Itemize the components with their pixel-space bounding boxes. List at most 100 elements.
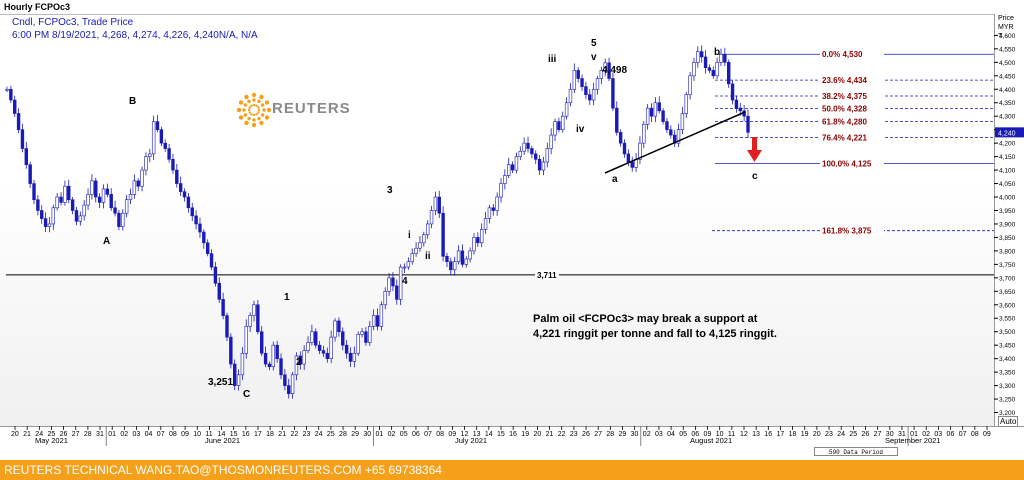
candle-body bbox=[699, 51, 704, 58]
legend-ohlc: 6:00 PM 8/19/2021, 4,268, 4,274, 4,226, … bbox=[12, 30, 258, 41]
x-tick-label: 04 bbox=[145, 431, 153, 438]
candle-body bbox=[730, 83, 735, 101]
x-tick-label: 14 bbox=[218, 431, 226, 438]
candle-body bbox=[194, 215, 198, 225]
candle-body bbox=[514, 156, 519, 171]
x-tick-label: 02 bbox=[120, 431, 128, 438]
candle-body bbox=[271, 344, 275, 368]
candle-body bbox=[406, 261, 411, 268]
candle-body bbox=[148, 153, 152, 157]
x-tick-label: 20 bbox=[533, 431, 541, 438]
candle-body bbox=[321, 350, 326, 354]
candle-body bbox=[341, 331, 345, 346]
x-tick-label: 03 bbox=[133, 431, 141, 438]
fib-level-label-bg bbox=[820, 158, 884, 169]
logo-dot bbox=[243, 113, 248, 117]
wave-label: B bbox=[129, 96, 136, 107]
candle-body bbox=[696, 51, 700, 63]
candle-body bbox=[47, 223, 52, 227]
x-tick-label: 18 bbox=[789, 431, 797, 438]
support-line-label-bg bbox=[535, 269, 559, 280]
x-tick-label: 16 bbox=[509, 431, 517, 438]
fib-level-label: 76.4% 4,221 bbox=[822, 133, 867, 142]
candle-body bbox=[522, 142, 526, 152]
candle-body bbox=[159, 129, 164, 144]
x-tick-label: 30 bbox=[886, 431, 894, 438]
candle-body bbox=[263, 352, 268, 365]
logo-dot bbox=[259, 94, 264, 100]
logo-dot bbox=[266, 107, 272, 113]
x-tick-label: 21 bbox=[23, 431, 31, 438]
logo-dot bbox=[242, 108, 246, 112]
data-period-label[interactable]: 590 Data Period bbox=[814, 447, 898, 456]
x-tick-label: 31 bbox=[898, 431, 906, 438]
candle-body bbox=[626, 153, 631, 163]
price-label-high: 4,498 bbox=[602, 65, 627, 76]
x-tick-label: 09 bbox=[448, 431, 456, 438]
x-tick-label: 02 bbox=[922, 431, 930, 438]
candle-body bbox=[344, 344, 349, 354]
candle-body bbox=[727, 62, 731, 85]
candle-body bbox=[422, 234, 426, 244]
candle-body bbox=[645, 107, 650, 125]
x-tick-label: 03 bbox=[655, 431, 663, 438]
fib-level-label: 50.0% 4,328 bbox=[822, 105, 867, 114]
candle-body bbox=[167, 148, 171, 160]
y-tick-label: 3,350 bbox=[999, 370, 1016, 377]
x-tick-label: 07 bbox=[959, 431, 967, 438]
x-tick-label: 23 bbox=[570, 431, 578, 438]
y-tick-label: 4,600 bbox=[999, 33, 1016, 40]
axis-title-price: Price bbox=[998, 15, 1014, 22]
candle-body bbox=[707, 67, 712, 71]
y-tick-label: 3,200 bbox=[999, 410, 1016, 417]
x-tick-label: 22 bbox=[290, 431, 298, 438]
candle-body bbox=[576, 70, 580, 79]
candle-body bbox=[128, 194, 133, 201]
candle-body bbox=[32, 183, 36, 201]
y-tick-label: 3,800 bbox=[999, 248, 1016, 255]
candle-body bbox=[395, 285, 399, 300]
candle-body bbox=[545, 148, 550, 163]
candle-body bbox=[306, 342, 310, 351]
logo-dot bbox=[264, 100, 270, 105]
candle-body bbox=[229, 336, 233, 365]
candle-body bbox=[495, 196, 499, 211]
current-price-label: 4,240 bbox=[998, 130, 1016, 137]
candle-body bbox=[507, 164, 511, 176]
month-label: August 2021 bbox=[690, 436, 732, 445]
candle-body bbox=[40, 210, 44, 219]
candle-body bbox=[618, 132, 623, 144]
candle-body bbox=[171, 159, 175, 171]
candle-body bbox=[182, 191, 187, 198]
x-tick-label: 25 bbox=[47, 431, 55, 438]
auto-scale-button[interactable]: Auto bbox=[998, 416, 1019, 427]
fib-level-label: 0.0% 4,530 bbox=[822, 50, 863, 59]
candle-body bbox=[661, 110, 665, 122]
candle-body bbox=[74, 210, 79, 222]
candle-body bbox=[205, 242, 210, 254]
candle-body bbox=[607, 62, 611, 79]
x-tick-label: 17 bbox=[254, 431, 262, 438]
x-tick-label: 05 bbox=[679, 431, 687, 438]
x-tick-label: 12 bbox=[740, 431, 748, 438]
candle-body bbox=[151, 121, 156, 155]
chart-legend: Cndl, FCPOc3, Trade Price 6:00 PM 8/19/2… bbox=[12, 16, 258, 42]
candle-body bbox=[337, 320, 341, 333]
reuters-logo-icon bbox=[236, 92, 272, 128]
logo-dot bbox=[260, 103, 265, 107]
x-tick-label: 04 bbox=[667, 431, 675, 438]
annotation-line-2: 4,221 ringgit per tonne and fall to 4,12… bbox=[533, 328, 777, 340]
candle-body bbox=[267, 363, 272, 368]
price-axis[interactable] bbox=[994, 14, 1024, 426]
candlestick-chart: 3,200 3,250 3,300 3,350 3,400 3,450 3,500 3,550… bbox=[5, 33, 1024, 446]
legend-series: Cndl, FCPOc3, Trade Price bbox=[12, 17, 134, 28]
wave-label: v bbox=[591, 52, 597, 63]
candle-body bbox=[595, 78, 600, 90]
x-tick-label: 16 bbox=[764, 431, 772, 438]
candle-body bbox=[9, 88, 13, 101]
logo-dot bbox=[247, 108, 251, 112]
candle-body bbox=[360, 331, 364, 335]
candle-body bbox=[472, 237, 476, 252]
candle-body bbox=[584, 86, 588, 95]
y-tick-label: 4,100 bbox=[999, 168, 1016, 175]
